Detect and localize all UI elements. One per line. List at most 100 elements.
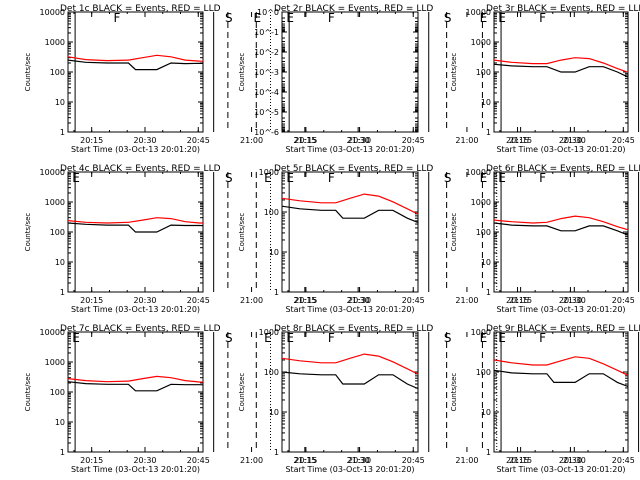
panel-title: Det 1c BLACK = Events, RED = LLD (60, 4, 221, 14)
x-tick-label: 20:15 (294, 456, 317, 465)
x-tick-label: 21:00 (455, 296, 478, 305)
y-tick-label: 1000 (259, 168, 279, 177)
panel-title: Det 2r BLACK = Events, RED = LLD (274, 4, 433, 14)
panel-title: Det 8r BLACK = Events, RED = LLD (274, 324, 433, 334)
panel-6: Det 6r BLACK = Events, RED = LLD Counts/s… (450, 164, 640, 314)
y-tick-label: 1 (60, 448, 65, 457)
time-marker-label: E (72, 171, 80, 185)
x-tick-label: 21:30 (563, 296, 586, 305)
x-tick-label: 20:30 (559, 456, 582, 465)
panel-title: Det 5r BLACK = Events, RED = LLD (274, 164, 433, 174)
series-line-lld (494, 215, 628, 231)
y-tick-label: 1000 (471, 198, 491, 207)
y-tick-label: 1 (60, 128, 65, 137)
x-axis-label: Start Time (03-Oct-13 20:01:20) (71, 305, 200, 314)
x-tick-label: 20:45 (402, 136, 425, 145)
series-line-events (282, 371, 418, 390)
x-tick-label: 20:45 (187, 296, 210, 305)
x-tick-label: 20:15 (294, 296, 317, 305)
y-tick-label: 1 (486, 448, 491, 457)
x-tick-label: 20:45 (187, 456, 210, 465)
time-marker-label: E (286, 11, 294, 25)
time-marker-label: E (498, 11, 506, 25)
y-axis-label: Counts/sec (450, 53, 458, 92)
plot-frame (281, 331, 419, 453)
series-line-events (282, 205, 418, 224)
y-tick-label: 1000 (45, 358, 65, 367)
time-marker-label: S (225, 331, 233, 345)
x-tick-label: 21:15 (509, 456, 532, 465)
y-axis-label: Counts/sec (450, 373, 458, 412)
series-line-events (494, 369, 628, 388)
series-line-events (494, 63, 628, 78)
time-marker-label: E (480, 11, 488, 25)
time-marker-label: E (253, 11, 261, 25)
x-tick-label: 20:45 (187, 136, 210, 145)
series-line-events (494, 222, 628, 236)
x-tick-label: 20:45 (612, 136, 635, 145)
x-tick-label: 20:15 (294, 136, 317, 145)
series-line-lld (282, 193, 418, 215)
y-tick-label: 100 (50, 388, 65, 397)
y-tick-label: 10000 (40, 8, 65, 17)
x-tick-label: 20:30 (133, 136, 156, 145)
y-tick-label: 100 (476, 68, 491, 77)
y-tick-label: 10000 (40, 168, 65, 177)
x-tick-label: 21:15 (293, 456, 316, 465)
plot-frame (67, 11, 204, 133)
x-tick-label: 21:15 (293, 296, 316, 305)
y-axis-label: Counts/sec (24, 373, 32, 412)
y-tick-label: 10^-2 (254, 48, 279, 57)
panel-5: Det 5r BLACK = Events, RED = LLD Counts/s… (238, 164, 586, 314)
x-tick-label: 20:15 (506, 296, 529, 305)
y-tick-label: 100 (264, 208, 279, 217)
y-axis-label: Counts/sec (238, 373, 246, 412)
y-axis-label: Counts/sec (24, 213, 32, 252)
panel-4: Det 4c BLACK = Events, RED = LLD Counts/s… (24, 164, 370, 314)
x-axis-label: Start Time (03-Oct-13 20:01:20) (285, 145, 414, 154)
x-axis-label: Start Time (03-Oct-13 20:01:20) (285, 305, 414, 314)
y-axis-label: Counts/sec (238, 53, 246, 92)
x-axis-label: Start Time (03-Oct-13 20:01:20) (496, 145, 625, 154)
time-marker-label: E (264, 331, 272, 345)
series-line-events (68, 222, 203, 233)
x-tick-label: 20:15 (506, 456, 529, 465)
x-tick-label: 21:15 (293, 136, 316, 145)
x-tick-label: 21:00 (240, 136, 263, 145)
y-axis-label: Counts/sec (450, 213, 458, 252)
time-marker-label: E (480, 331, 488, 345)
y-tick-label: 1000 (45, 38, 65, 47)
time-marker-label: F (539, 11, 546, 25)
y-tick-label: 1 (274, 288, 279, 297)
time-marker-label: F (539, 171, 546, 185)
plot-frame (493, 331, 629, 453)
x-tick-label: 20:30 (348, 296, 371, 305)
panel-9: Det 9r BLACK = Events, RED = LLD Counts/s… (450, 324, 640, 474)
time-marker-label: F (328, 331, 335, 345)
series-line-lld (494, 356, 628, 377)
y-tick-label: 100 (264, 368, 279, 377)
y-tick-label: 100 (476, 368, 491, 377)
plot-frame (281, 171, 419, 293)
time-marker-label: E (264, 171, 272, 185)
time-marker-label: F (114, 11, 121, 25)
y-tick-label: 10 (55, 418, 65, 427)
x-tick-label: 20:45 (612, 456, 635, 465)
y-tick-label: 10 (269, 248, 279, 257)
time-marker-label: F (328, 171, 335, 185)
x-tick-label: 20:45 (402, 296, 425, 305)
x-tick-label: 20:30 (133, 456, 156, 465)
y-tick-label: 1 (486, 128, 491, 137)
x-tick-label: 20:15 (80, 456, 103, 465)
x-tick-label: 21:30 (347, 296, 370, 305)
x-tick-label: 20:30 (559, 296, 582, 305)
x-axis-label: Start Time (03-Oct-13 20:01:20) (71, 145, 200, 154)
series-line-lld (68, 54, 203, 62)
y-tick-label: 10 (481, 258, 491, 267)
panel-title: Det 7c BLACK = Events, RED = LLD (60, 324, 221, 334)
time-marker-label: S (444, 331, 452, 345)
plot-frame (281, 11, 419, 133)
time-marker-label: E (72, 331, 80, 345)
y-tick-label: 1000 (471, 328, 491, 337)
x-tick-label: 20:45 (402, 456, 425, 465)
